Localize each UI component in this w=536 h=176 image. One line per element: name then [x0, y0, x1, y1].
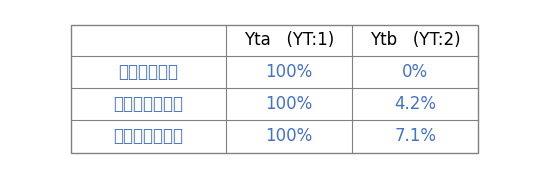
- Text: Yta   (YT:1): Yta (YT:1): [244, 32, 334, 49]
- Text: 4.2%: 4.2%: [394, 95, 436, 113]
- Text: 100%: 100%: [265, 127, 312, 145]
- Text: 다문화가정자녀: 다문화가정자녀: [114, 95, 183, 113]
- Text: 다문화가정성인: 다문화가정성인: [114, 127, 183, 145]
- Text: 100%: 100%: [265, 63, 312, 81]
- Text: 일반가정자녀: 일반가정자녀: [118, 63, 178, 81]
- Text: Ytb   (YT:2): Ytb (YT:2): [370, 32, 460, 49]
- Text: 7.1%: 7.1%: [394, 127, 436, 145]
- Text: 100%: 100%: [265, 95, 312, 113]
- Text: 0%: 0%: [402, 63, 428, 81]
